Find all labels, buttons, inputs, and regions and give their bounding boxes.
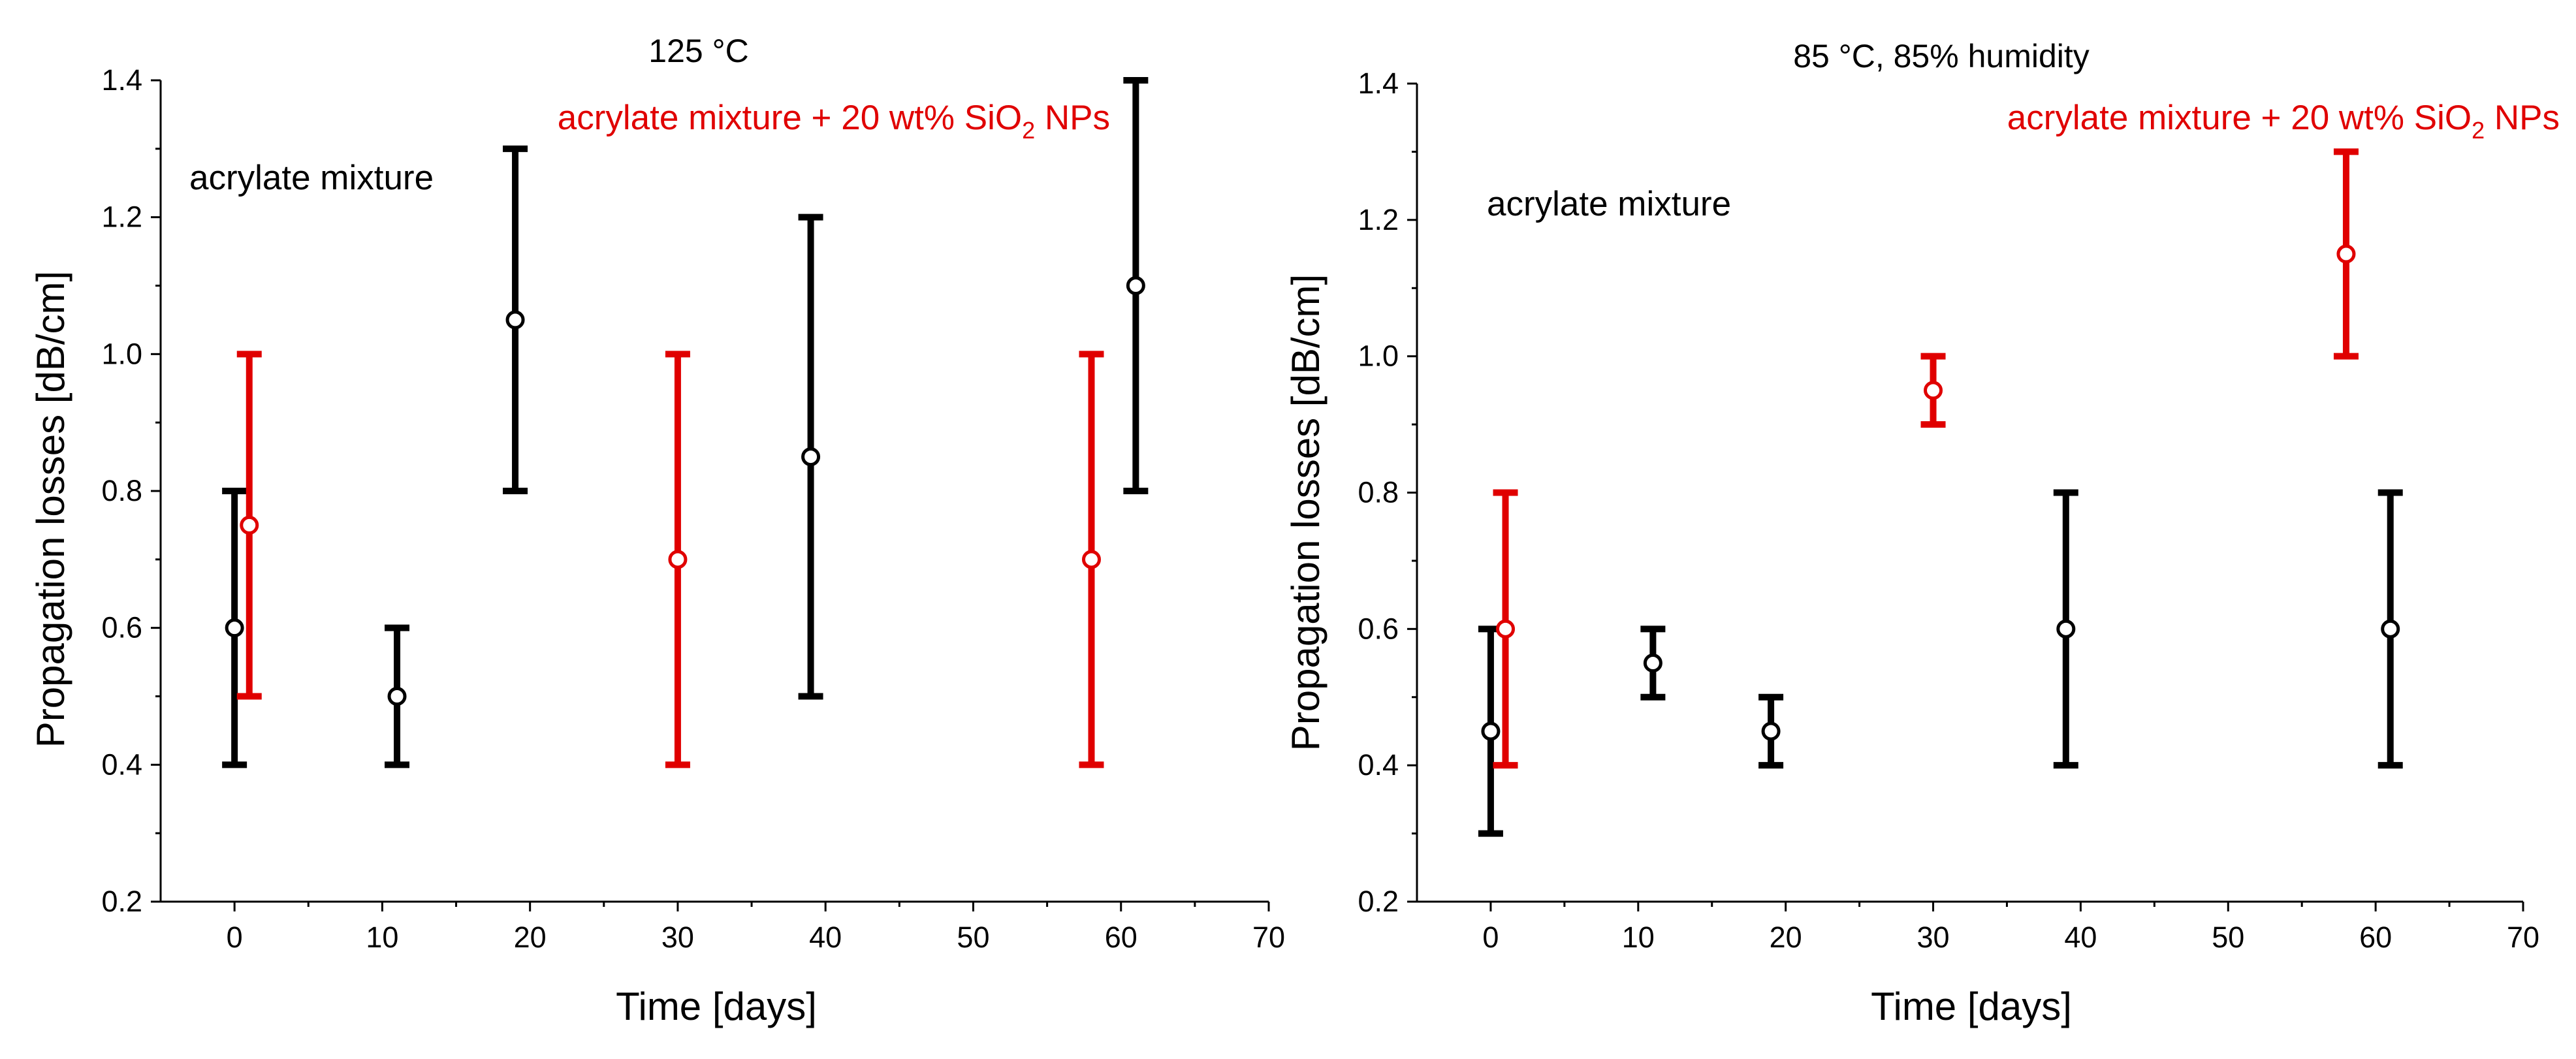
red-series-data-point xyxy=(1496,619,1516,639)
chart-title: 85 °C, 85% humidity xyxy=(1793,38,2090,74)
x-axis-title: Time [days] xyxy=(1871,985,2072,1028)
x-tick-label: 0 xyxy=(1482,921,1499,954)
data-marks xyxy=(222,77,1149,768)
black-series-data-point xyxy=(801,447,821,467)
y-tick-label: 0.8 xyxy=(1358,476,1399,509)
y-tick-label: 0.4 xyxy=(1358,748,1399,782)
axis-ticks: 0.2 0.4 0.6 0.8 1.0 1.2 1.4 0 10 20 30 40 50 60 70 xyxy=(101,63,1285,954)
y-tick-label: 0.6 xyxy=(101,611,142,644)
x-tick-label: 10 xyxy=(1622,921,1655,954)
x-tick-label: 30 xyxy=(661,921,694,954)
red-series-data-point xyxy=(1924,381,1943,400)
chart-125c: 125 °C acrylate mixture + 20 wt% SiO2 NP… xyxy=(29,33,1285,1028)
chart-85c-85rh: 85 °C, 85% humidity acrylate mixture + 2… xyxy=(1284,38,2560,1028)
x-tick-label: 20 xyxy=(1770,921,1802,954)
y-tick-label: 1.4 xyxy=(101,63,142,97)
y-tick-label: 1.4 xyxy=(1358,67,1399,100)
black-series-data-point xyxy=(2056,619,2076,639)
y-axis-title: Propagation losses [dB/cm] xyxy=(29,271,72,748)
black-series-data-point xyxy=(1643,654,1662,673)
axis-ticks: 0.2 0.4 0.6 0.8 1.0 1.2 1.4 0 10 20 30 40 50 60 70 xyxy=(1358,67,2539,954)
red-series-data-point xyxy=(668,550,688,569)
red-series-data-point xyxy=(240,515,259,535)
black-series-data-point xyxy=(387,687,407,706)
red-series-data-point xyxy=(1081,550,1101,569)
y-tick-label: 0.4 xyxy=(101,748,142,781)
chart-title: 125 °C xyxy=(648,33,748,69)
y-tick-label: 0.8 xyxy=(101,474,142,507)
x-tick-label: 70 xyxy=(2507,921,2539,954)
x-tick-label: 10 xyxy=(366,921,398,954)
x-tick-label: 50 xyxy=(957,921,989,954)
black-series-data-point xyxy=(225,618,244,638)
black-series-data-point xyxy=(2381,619,2400,639)
x-tick-label: 20 xyxy=(514,921,547,954)
y-tick-label: 1.2 xyxy=(1358,203,1399,236)
x-tick-label: 0 xyxy=(227,921,243,954)
data-marks xyxy=(1478,148,2403,837)
y-tick-label: 0.6 xyxy=(1358,612,1399,645)
red-series-data-point xyxy=(2336,244,2356,264)
x-tick-label: 50 xyxy=(2212,921,2244,954)
black-series-data-point xyxy=(1481,721,1501,741)
legend-label-black-series: acrylate mixture xyxy=(1487,185,1731,223)
black-series-data-point xyxy=(505,310,525,330)
y-tick-label: 1.0 xyxy=(101,337,142,370)
x-tick-label: 60 xyxy=(1105,921,1137,954)
y-tick-label: 0.2 xyxy=(101,885,142,918)
legend-label-black-series: acrylate mixture xyxy=(189,159,434,197)
x-tick-label: 60 xyxy=(2359,921,2392,954)
y-tick-label: 1.2 xyxy=(101,200,142,234)
x-axis-title: Time [days] xyxy=(616,985,817,1028)
legend-label-red-series: acrylate mixture + 20 wt% SiO2 NPs xyxy=(558,99,1110,144)
black-series-data-point xyxy=(1761,721,1781,741)
y-axis-title: Propagation losses [dB/cm] xyxy=(1284,274,1328,751)
x-tick-label: 40 xyxy=(2064,921,2097,954)
black-series-data-point xyxy=(1126,276,1145,295)
legend-label-red-series: acrylate mixture + 20 wt% SiO2 NPs xyxy=(2007,99,2560,144)
x-tick-label: 70 xyxy=(1252,921,1285,954)
y-tick-label: 1.0 xyxy=(1358,340,1399,373)
y-tick-label: 0.2 xyxy=(1358,885,1399,918)
x-tick-label: 30 xyxy=(1917,921,1950,954)
x-tick-label: 40 xyxy=(809,921,842,954)
